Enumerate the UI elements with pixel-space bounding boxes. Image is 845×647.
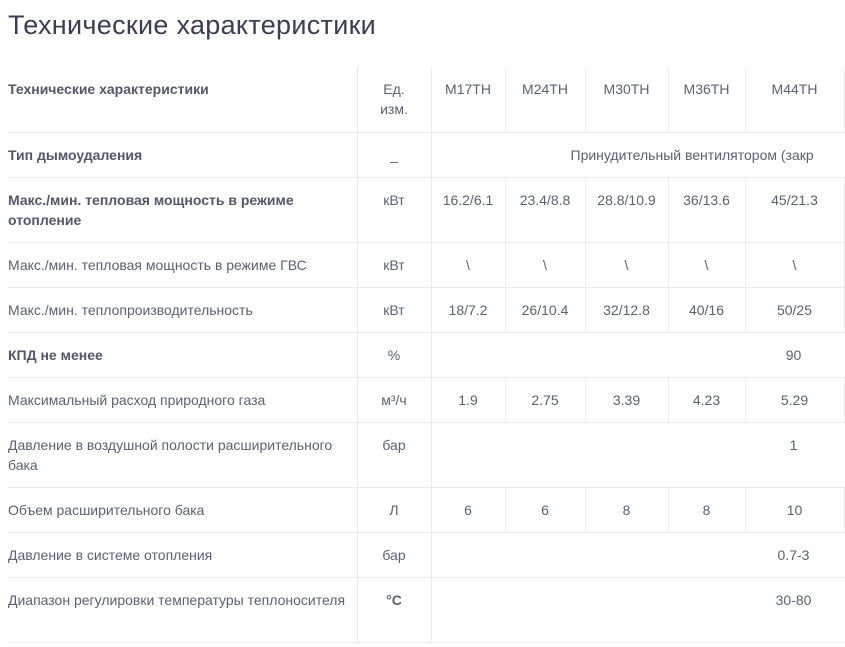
table-row: Давление в системе отопления бар 0.7-3	[8, 532, 845, 577]
row-label: КПД не менее	[8, 346, 103, 363]
header-unit: Ед. изм.	[356, 67, 431, 132]
cell-value: 8	[584, 487, 668, 532]
cell-value: 2.75	[504, 377, 585, 422]
row-unit: _	[356, 132, 431, 177]
table-row: Макс./мин. тепловая мощность в режиме ГВ…	[8, 242, 845, 287]
cell-value: \	[504, 242, 585, 287]
header-model: M24TH	[504, 67, 585, 132]
cell-value: 45/21.3	[744, 177, 844, 242]
row-unit: кВт	[356, 287, 431, 332]
table-row: Объем расширительного бака Л 6 6 8 8 10	[8, 487, 845, 532]
cell-value: 5.29	[744, 377, 844, 422]
cell-value: 16.2/6.1	[430, 177, 505, 242]
table-row: Максимальный расход природного газа м³/ч…	[8, 377, 845, 422]
row-span-value: 90	[430, 332, 845, 377]
spec-table: Технические характеристики Ед. изм. M17T…	[8, 67, 845, 643]
row-label: Давление в воздушной полости расширитель…	[8, 436, 333, 473]
header-model: M30TH	[584, 67, 668, 132]
row-unit: бар	[356, 532, 431, 577]
cell-value: \	[430, 242, 505, 287]
cell-value: 36/13.6	[667, 177, 745, 242]
header-model: M36TH	[667, 67, 745, 132]
cell-value: 4.23	[667, 377, 745, 422]
table-row: Макс./мин. тепловая мощность в режиме от…	[8, 177, 845, 242]
cell-value: 23.4/8.8	[504, 177, 585, 242]
header-model: M17TH	[430, 67, 505, 132]
cell-value: \	[667, 242, 745, 287]
table-row: Тип дымоудаления _ Принудительный вентил…	[8, 132, 845, 177]
row-unit: °C	[356, 577, 431, 642]
row-label: Максимальный расход природного газа	[8, 391, 266, 408]
table-row: Давление в воздушной полости расширитель…	[8, 422, 845, 487]
cell-value: 28.8/10.9	[584, 177, 668, 242]
cell-value: 10	[744, 487, 844, 532]
row-label: Макс./мин. теплопроизводительность	[8, 301, 253, 318]
table-header-row: Технические характеристики Ед. изм. M17T…	[8, 67, 845, 132]
page-title: Технические характеристики	[8, 10, 377, 40]
row-label: Диапазон регулировки температуры теплоно…	[8, 591, 346, 608]
span-value-text: 1	[789, 436, 798, 453]
row-span-value: 0.7-3	[430, 532, 845, 577]
row-unit: кВт	[356, 242, 431, 287]
cell-value: 3.39	[584, 377, 668, 422]
span-value-text: 90	[785, 346, 802, 363]
cell-value: 32/12.8	[584, 287, 668, 332]
table-row: КПД не менее % 90	[8, 332, 845, 377]
row-unit: бар	[356, 422, 431, 487]
row-label: Объем расширительного бака	[8, 501, 205, 518]
cell-value: \	[744, 242, 844, 287]
cell-value: 6	[430, 487, 505, 532]
span-value-text: 0.7-3	[777, 546, 810, 563]
row-unit: м³/ч	[356, 377, 431, 422]
cell-value: 26/10.4	[504, 287, 585, 332]
header-param: Технические характеристики	[8, 81, 209, 97]
cell-value: \	[584, 242, 668, 287]
row-span-value: 30-80	[430, 577, 845, 642]
row-label: Макс./мин. тепловая мощность в режиме от…	[8, 191, 294, 228]
table-row: Макс./мин. теплопроизводительность кВт 1…	[8, 287, 845, 332]
row-unit: Л	[356, 487, 431, 532]
row-unit: %	[356, 332, 431, 377]
cell-value: 1.9	[430, 377, 505, 422]
table-row: Диапазон регулировки температуры теплоно…	[8, 577, 845, 642]
header-model: M44TH	[744, 67, 844, 132]
cell-value: 18/7.2	[430, 287, 505, 332]
cell-value: 6	[504, 487, 585, 532]
row-span-value: Принудительный вентилятором (закр	[430, 132, 845, 177]
row-label: Тип дымоудаления	[8, 146, 143, 163]
span-value-text: 30-80	[775, 591, 812, 608]
cell-value: 50/25	[744, 287, 844, 332]
cell-value: 8	[667, 487, 745, 532]
row-label: Макс./мин. тепловая мощность в режиме ГВ…	[8, 256, 307, 273]
cell-value: 40/16	[667, 287, 745, 332]
row-label: Давление в системе отопления	[8, 546, 213, 563]
row-unit: кВт	[356, 177, 431, 242]
row-span-value: 1	[430, 422, 845, 487]
